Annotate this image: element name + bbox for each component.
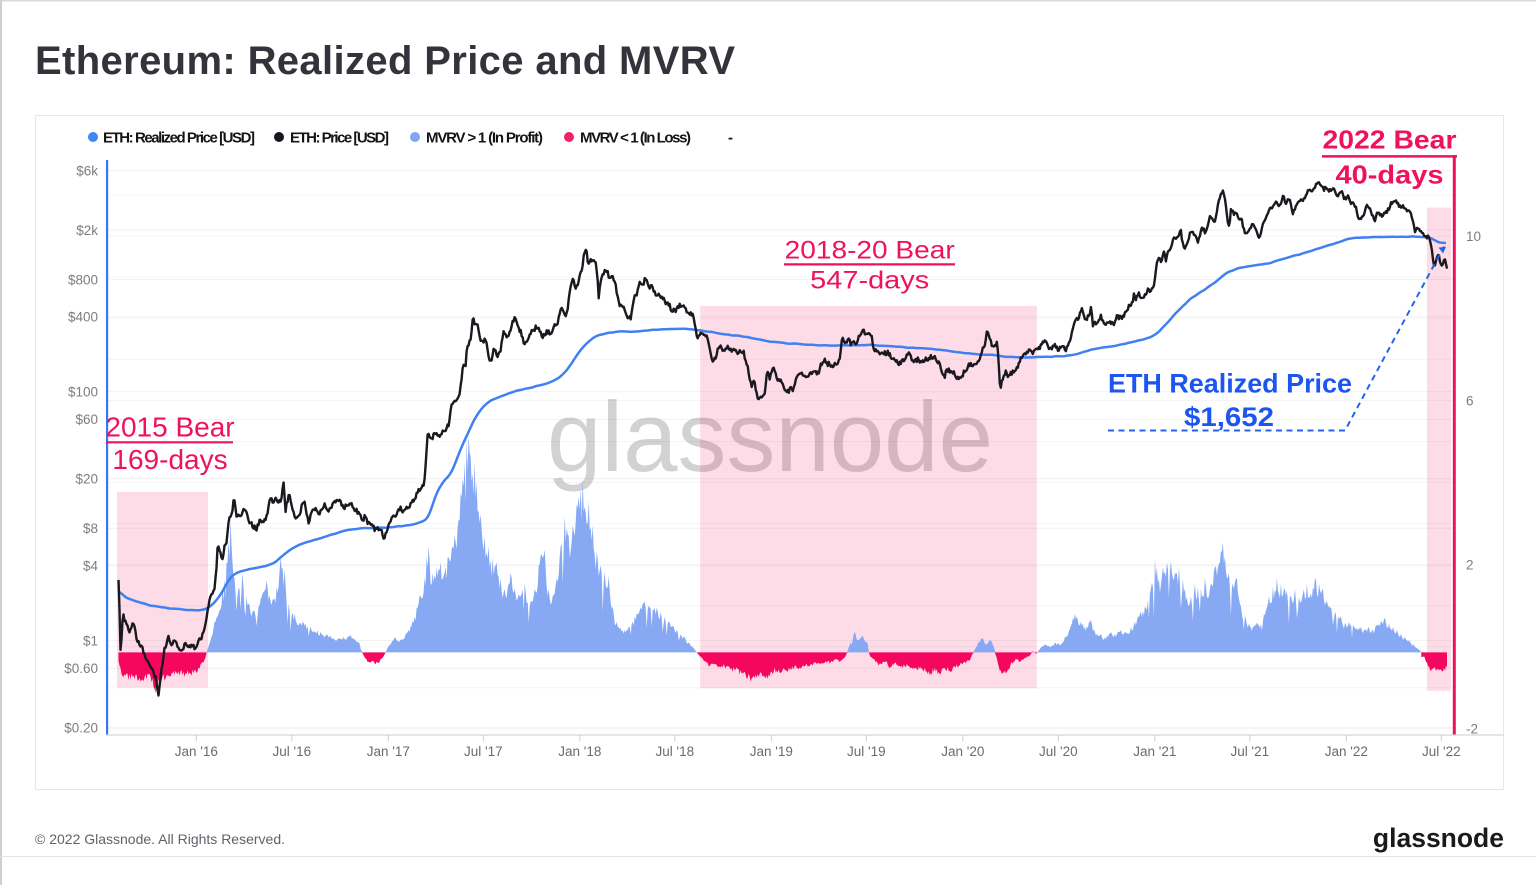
svg-text:ETH Realized Price: ETH Realized Price [1108,368,1352,398]
svg-text:Ethereum: Realized Price and M: Ethereum: Realized Price and MVRV [35,39,735,83]
svg-text:40-days: 40-days [1336,160,1444,190]
svg-text:Jul '19: Jul '19 [847,744,886,759]
svg-text:$8: $8 [83,521,98,536]
svg-text:$4: $4 [83,559,99,574]
svg-text:2018-20 Bear: 2018-20 Bear [785,237,955,265]
svg-text:Jan '21: Jan '21 [1133,744,1176,759]
svg-text:$0.20: $0.20 [64,720,98,735]
svg-text:Jan '22: Jan '22 [1325,744,1368,759]
svg-text:-2: -2 [1466,722,1478,737]
svg-text:glassnode: glassnode [1373,823,1504,853]
svg-text:Jul '17: Jul '17 [464,744,503,759]
svg-text:2015 Bear: 2015 Bear [105,412,234,443]
svg-text:© 2022 Glassnode. All Rights R: © 2022 Glassnode. All Rights Reserved. [35,831,285,847]
svg-text:6: 6 [1466,393,1474,408]
svg-text:$1,652: $1,652 [1184,402,1274,432]
svg-text:$400: $400 [68,310,98,325]
svg-text:Jul '20: Jul '20 [1039,744,1078,759]
svg-text:-: - [728,129,733,146]
svg-text:Jul '22: Jul '22 [1422,744,1461,759]
svg-text:$1: $1 [83,633,98,648]
svg-text:Jan '18: Jan '18 [558,744,601,759]
svg-text:$2k: $2k [76,223,98,238]
svg-text:$100: $100 [68,385,98,400]
svg-text:ETH: Realized Price [USD]: ETH: Realized Price [USD] [103,129,255,146]
svg-text:ETH: Price [USD]: ETH: Price [USD] [290,129,389,146]
svg-text:MVRV > 1 (In Profit): MVRV > 1 (In Profit) [426,129,543,146]
svg-text:10: 10 [1466,229,1481,244]
svg-text:169-days: 169-days [112,444,227,475]
svg-text:Jul '16: Jul '16 [272,744,311,759]
svg-text:Jan '16: Jan '16 [175,744,218,759]
svg-text:547-days: 547-days [810,267,929,295]
svg-text:$20: $20 [75,472,98,487]
svg-text:2022 Bear: 2022 Bear [1323,124,1457,154]
svg-text:$60: $60 [75,412,98,427]
svg-text:MVRV < 1 (In Loss): MVRV < 1 (In Loss) [580,129,691,146]
svg-text:$6k: $6k [76,163,98,178]
svg-text:glassnode: glassnode [547,381,993,492]
svg-text:Jan '17: Jan '17 [367,744,410,759]
svg-text:Jul '18: Jul '18 [655,744,694,759]
svg-text:$0.60: $0.60 [64,661,98,676]
svg-text:2: 2 [1466,557,1474,572]
svg-text:Jan '20: Jan '20 [941,744,984,759]
svg-text:Jul '21: Jul '21 [1230,744,1269,759]
svg-text:Jan '19: Jan '19 [750,744,793,759]
svg-text:$800: $800 [68,272,98,287]
